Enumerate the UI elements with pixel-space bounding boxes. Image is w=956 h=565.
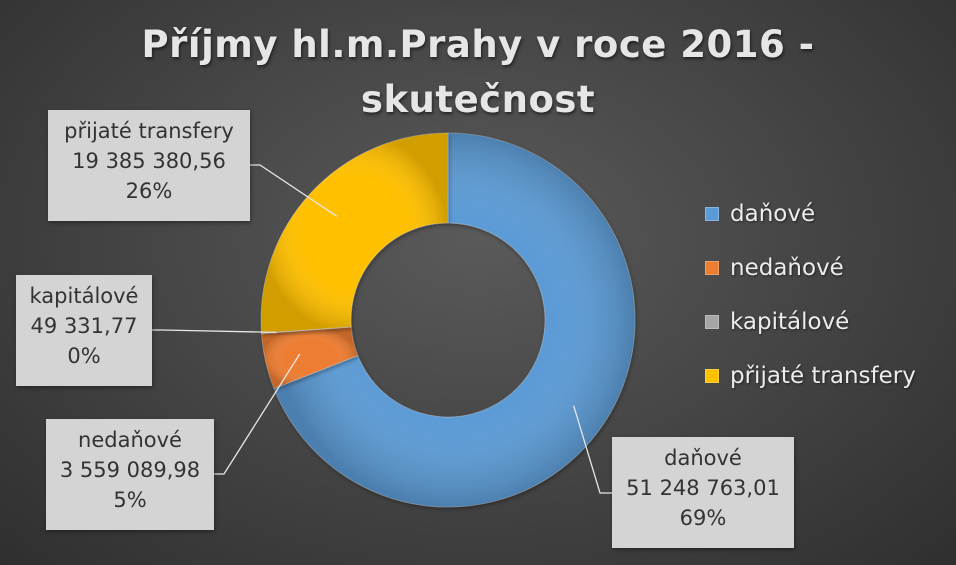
donut-slice-shading (261, 327, 358, 389)
legend-swatch (705, 315, 719, 329)
data-label-percent: 5% (113, 488, 147, 512)
legend-item-danove: daňové (705, 187, 916, 241)
chart-legend: daňové nedaňové kapitálové přijaté trans… (705, 187, 916, 403)
legend-label: kapitálové (730, 309, 850, 335)
legend-label: přijaté transfery (730, 363, 916, 389)
legend-item-nedanove: nedaňové (705, 241, 916, 295)
data-label-value: 51 248 763,01 (626, 476, 780, 500)
data-label-nedanove: nedaňové 3 559 089,98 5% (46, 419, 214, 530)
data-label-category: daňové (664, 446, 742, 470)
legend-swatch (705, 207, 719, 221)
legend-swatch (705, 369, 719, 383)
legend-item-prijate-transfery: přijaté transfery (705, 349, 916, 403)
leader-line-prijate-transfery (250, 164, 338, 217)
leader-line-kapitalove (152, 329, 277, 334)
legend-label: nedaňové (730, 255, 844, 281)
legend-swatch (705, 261, 719, 275)
data-label-danove: daňové 51 248 763,01 69% (612, 437, 794, 548)
data-label-percent: 26% (125, 179, 173, 203)
leader-lines (152, 164, 612, 494)
legend-item-kapitalove: kapitálové (705, 295, 916, 349)
data-label-kapitalove: kapitálové 49 331,77 0% (16, 275, 152, 386)
data-label-value: 19 385 380,56 (72, 149, 226, 173)
donut-slice-shading (274, 133, 635, 507)
leader-line-danove (573, 405, 612, 494)
data-label-prijate-transfery: přijaté transfery 19 385 380,56 26% (48, 110, 250, 221)
legend-label: daňové (730, 201, 816, 227)
leader-line-nedanove (214, 353, 301, 475)
donut-slices (260, 132, 636, 508)
chart-title-line-2: skutečnost (360, 78, 596, 121)
data-label-value: 49 331,77 (30, 314, 138, 338)
data-label-category: kapitálové (29, 284, 139, 308)
data-label-category: nedaňové (78, 428, 182, 452)
data-label-percent: 69% (679, 506, 727, 530)
chart-title-line-1: Příjmy hl.m.Prahy v roce 2016 - (141, 23, 815, 66)
data-label-category: přijaté transfery (64, 119, 234, 143)
data-label-percent: 0% (67, 344, 101, 368)
donut-slice-shading (261, 133, 448, 334)
data-label-value: 3 559 089,98 (59, 458, 201, 482)
